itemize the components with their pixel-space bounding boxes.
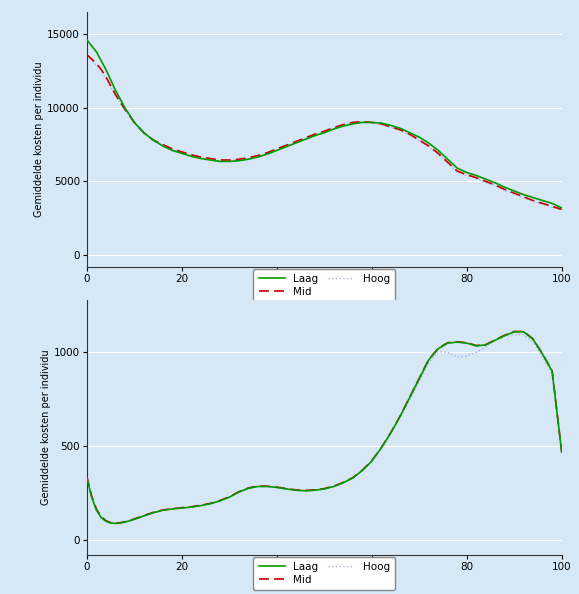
Legend: Laag, Mid, Hoog: Laag, Mid, Hoog (254, 268, 395, 302)
Y-axis label: Gemiddelde kosten per individu: Gemiddelde kosten per individu (34, 62, 45, 217)
Y-axis label: Gemiddelde kosten per individu: Gemiddelde kosten per individu (41, 350, 51, 505)
Legend: Laag, Mid, Hoog: Laag, Mid, Hoog (254, 557, 395, 590)
X-axis label: Leeftijd: Leeftijd (303, 286, 345, 296)
X-axis label: Leeftijd: Leeftijd (303, 574, 345, 584)
